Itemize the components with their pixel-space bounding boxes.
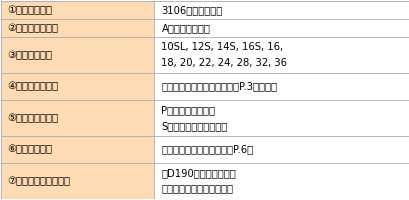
Text: ⑤コンタクト形状: ⑤コンタクト形状 <box>7 113 58 123</box>
Bar <box>154 163 408 199</box>
Text: ④インサート番号: ④インサート番号 <box>7 82 58 92</box>
Bar <box>1 1 154 19</box>
Text: 10SL, 12S, 14S, 16S, 16,: 10SL, 12S, 14S, 16S, 16, <box>161 42 283 52</box>
Text: ③シェルサイズ: ③シェルサイズ <box>7 50 52 60</box>
Text: S：ソケットコンタクト: S：ソケットコンタクト <box>161 121 227 131</box>
Bar <box>154 136 408 163</box>
Text: ⑥キー変更位置: ⑥キー変更位置 <box>7 144 52 154</box>
Bar <box>1 136 154 163</box>
Text: P：ピンコンタクト: P：ピンコンタクト <box>161 105 215 115</box>
Text: （D190）：防水タイプ: （D190）：防水タイプ <box>161 168 236 178</box>
Bar <box>154 73 408 100</box>
Text: コンタクト配列一覧表参照（P.3）　＊注: コンタクト配列一覧表参照（P.3） ＊注 <box>161 82 277 92</box>
Text: 3106：直形プラグ: 3106：直形プラグ <box>161 5 222 15</box>
Bar <box>1 163 154 199</box>
Text: A：一体シェル形: A：一体シェル形 <box>161 23 210 33</box>
Bar <box>1 100 154 136</box>
Bar <box>154 19 408 37</box>
Bar <box>1 73 154 100</box>
Bar <box>154 100 408 136</box>
Bar <box>154 1 408 19</box>
Bar <box>154 37 408 73</box>
Text: 18, 20, 22, 24, 28, 32, 36: 18, 20, 22, 24, 28, 32, 36 <box>161 58 287 68</box>
Text: ②コネクタクラス: ②コネクタクラス <box>7 23 58 33</box>
Text: キー位置配列一覧表参照（P.6）: キー位置配列一覧表参照（P.6） <box>161 144 253 154</box>
Bar <box>1 37 154 73</box>
Bar <box>1 19 154 37</box>
Text: ①コネクタ形状: ①コネクタ形状 <box>7 5 52 15</box>
Text: ⑦デビエーション番号: ⑦デビエーション番号 <box>7 176 70 186</box>
Text: バックシェル無し: バックシェル無し <box>161 184 233 194</box>
